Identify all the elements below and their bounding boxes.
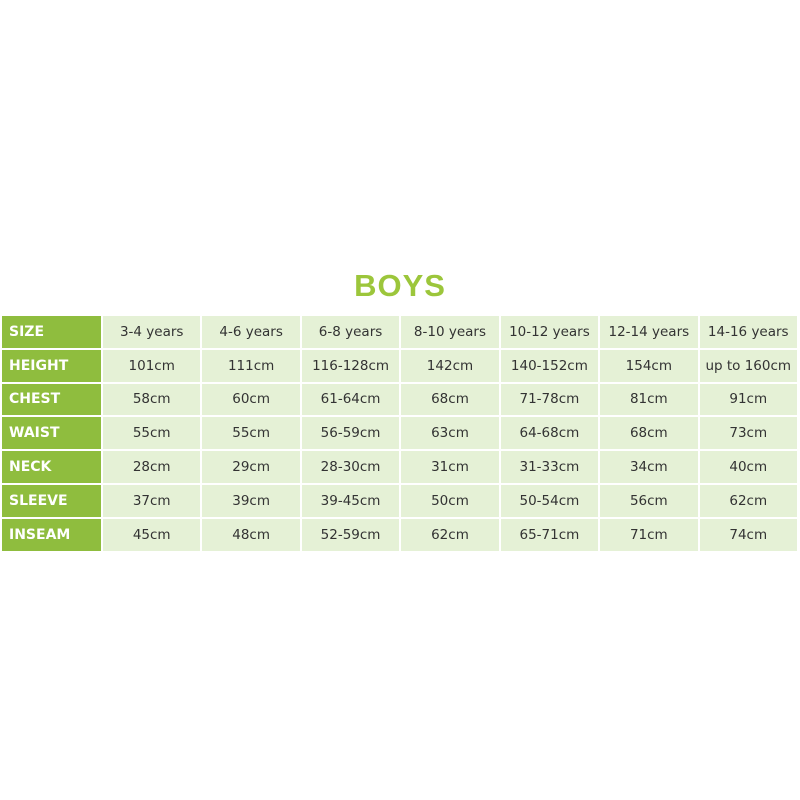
table-cell: 10-12 years [498, 314, 601, 350]
table-cell: 73cm [697, 415, 800, 452]
table-cell: 111cm [200, 347, 302, 384]
table-cell: 48cm [200, 516, 302, 553]
table-cell: 28cm [100, 449, 203, 485]
table-cell: 4-6 years [200, 314, 302, 350]
table-cell: 56-59cm [299, 415, 402, 452]
row-label: SLEEVE [0, 482, 103, 519]
table-cell: 64-68cm [498, 415, 601, 452]
table-cell: 50cm [399, 482, 501, 519]
table-cell: 31-33cm [498, 449, 601, 485]
table-row: HEIGHT 101cm 111cm 116-128cm 142cm 140-152cm 1… [0, 347, 800, 384]
table-cell: 140-152cm [498, 347, 601, 384]
table-cell: 50-54cm [498, 482, 601, 519]
table-cell: 63cm [399, 415, 501, 452]
table-cell: 34cm [598, 449, 700, 485]
table-cell: 56cm [598, 482, 700, 519]
table-cell: 12-14 years [598, 314, 700, 350]
table-cell: 29cm [200, 449, 302, 485]
table-cell: 91cm [697, 381, 800, 418]
table-cell: 31cm [399, 449, 501, 485]
table-cell: 62cm [399, 516, 501, 553]
table-cell: 116-128cm [299, 347, 402, 384]
table-cell: 37cm [100, 482, 203, 519]
table-row: SLEEVE 37cm 39cm 39-45cm 50cm 50-54cm 56cm 62cm [0, 482, 800, 519]
table-cell: up to 160cm [697, 347, 800, 384]
row-label: HEIGHT [0, 347, 103, 384]
table-cell: 39cm [200, 482, 302, 519]
table-cell: 74cm [697, 516, 800, 553]
table-cell: 55cm [200, 415, 302, 452]
table-cell: 52-59cm [299, 516, 402, 553]
table-cell: 142cm [399, 347, 501, 384]
table-row: CHEST 58cm 60cm 61-64cm 68cm 71-78cm 81cm 91cm [0, 381, 800, 418]
table-cell: 39-45cm [299, 482, 402, 519]
table-cell: 81cm [598, 381, 700, 418]
table-cell: 3-4 years [100, 314, 203, 350]
size-chart-table: SIZE 3-4 years 4-6 years 6-8 years 8-10 year… [0, 314, 800, 553]
table-row: WAIST 55cm 55cm 56-59cm 63cm 64-68cm 68cm 73cm [0, 415, 800, 452]
table-cell: 40cm [697, 449, 800, 485]
page-title: BOYS [354, 268, 446, 303]
table-cell: 28-30cm [299, 449, 402, 485]
row-label: INSEAM [0, 516, 103, 553]
row-label: SIZE [0, 314, 103, 350]
table-cell: 60cm [200, 381, 302, 418]
table-cell: 45cm [100, 516, 203, 553]
table-cell: 71-78cm [498, 381, 601, 418]
table-cell: 14-16 years [697, 314, 800, 350]
table-cell: 8-10 years [399, 314, 501, 350]
table-cell: 6-8 years [299, 314, 402, 350]
table-cell: 62cm [697, 482, 800, 519]
table-cell: 61-64cm [299, 381, 402, 418]
table-cell: 71cm [598, 516, 700, 553]
table-row: NECK 28cm 29cm 28-30cm 31cm 31-33cm 34cm 40cm [0, 449, 800, 485]
table-row: INSEAM 45cm 48cm 52-59cm 62cm 65-71cm 71cm 74cm [0, 516, 800, 553]
table-cell: 58cm [100, 381, 203, 418]
row-label: WAIST [0, 415, 103, 452]
table-cell: 68cm [598, 415, 700, 452]
table-cell: 154cm [598, 347, 700, 384]
table-cell: 68cm [399, 381, 501, 418]
row-label: NECK [0, 449, 103, 485]
table-row: SIZE 3-4 years 4-6 years 6-8 years 8-10 year… [0, 314, 800, 350]
table-cell: 101cm [100, 347, 203, 384]
table-cell: 65-71cm [498, 516, 601, 553]
table-cell: 55cm [100, 415, 203, 452]
row-label: CHEST [0, 381, 103, 418]
